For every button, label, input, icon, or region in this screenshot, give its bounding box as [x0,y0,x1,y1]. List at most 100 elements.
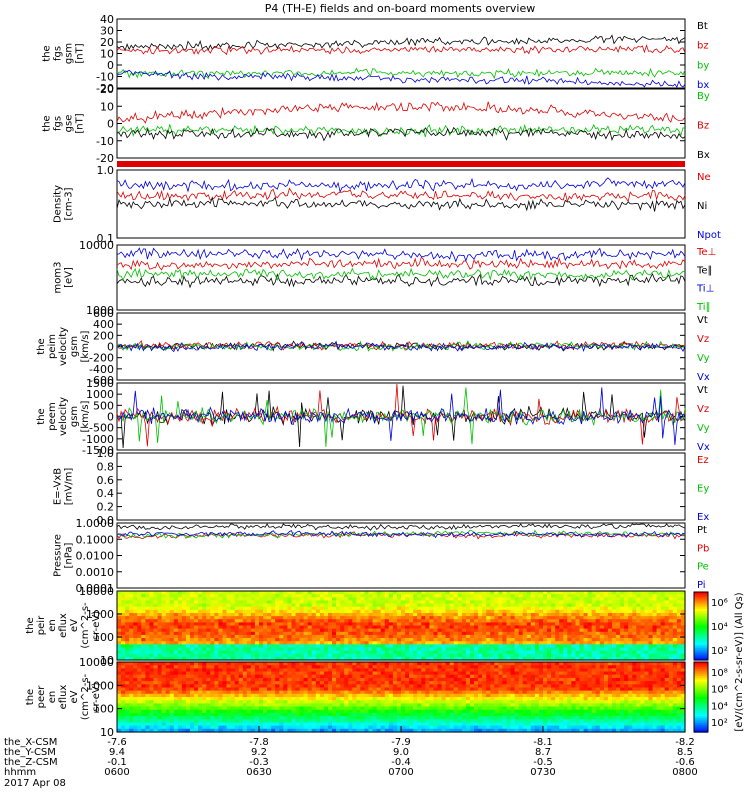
spectrogram-cell [344,728,349,733]
spectrogram-cell [218,709,224,714]
spectrogram-cell [538,594,544,598]
spectrogram-cell [222,681,228,685]
spectrogram-cell [364,622,370,627]
spectrogram-cell [259,597,264,601]
spectrogram-cell [125,641,130,645]
spectrogram-cell [409,668,414,673]
spectrogram-cell [328,697,333,701]
spectrogram-cell [121,693,126,698]
y-tick-label: 400 [93,318,114,331]
spectrogram-cell [250,656,256,661]
spectrogram-cell [117,650,122,655]
spectrogram-cell [380,600,386,605]
spectrogram-cell [181,722,187,727]
spectrogram-cell [210,609,215,614]
spectrogram-cell [372,677,378,682]
spectrogram-cell [275,625,280,630]
spectrogram-cell [384,668,390,673]
spectrogram-cell [547,609,552,614]
spectrogram-cell [413,634,418,639]
spectrogram-cell [417,625,422,630]
spectrogram-cell [579,628,585,633]
spectrogram-cell [323,665,329,669]
spectrogram-cell [409,594,414,598]
spectrogram-cell [676,638,682,642]
spectrogram-cell [287,662,293,666]
spectrogram-cell [392,719,398,724]
spectrogram-cell [242,644,248,648]
spectrogram-cell [421,706,426,711]
spectrogram-cell [259,665,264,669]
spectrogram-cell [429,600,435,605]
spectrogram-cell [514,638,520,642]
spectrogram-cell [652,609,658,614]
spectrogram-cell [246,725,252,730]
spectrogram-cell [267,631,272,636]
spectrogram-cell [405,684,410,689]
y-label-line: the [25,617,36,633]
spectrogram-cell [474,594,479,598]
spectrogram-cell [222,628,228,633]
spectrogram-cell [173,681,179,685]
spectrogram-cell [352,631,357,636]
spectrogram-cell [644,600,650,605]
spectrogram-cell [405,700,410,704]
spectrogram-cell [392,644,398,648]
spectrogram-cell [494,616,499,620]
spectrogram-cell [599,656,605,661]
spectrogram-cell [222,671,228,676]
spectrogram-cell [409,722,414,727]
spectrogram-cell [137,603,142,608]
spectrogram-cell [591,625,597,630]
spectrogram-cell [457,650,463,655]
spectrogram-cell [494,619,499,623]
spectrogram-cell [246,681,252,685]
spectrogram-cell [603,616,609,620]
spectrogram-cell [616,606,621,611]
spectrogram-cell [340,665,345,669]
spectrogram-cell [526,638,532,642]
spectrogram-cell [125,665,130,669]
spectrogram-cell [234,625,240,630]
spectrogram-cell [287,712,293,717]
spectrogram-cell [534,653,540,658]
spectrogram-cell [181,706,187,711]
spectrogram-cell [376,700,382,704]
spectrogram-cell [206,641,211,645]
y-tick-label: 0.8 [97,460,115,473]
spectrogram-cell [364,631,370,636]
spectrogram-cell [250,681,256,685]
spectrogram-cell [328,703,333,708]
spectrogram-cell [315,706,321,711]
spectrogram-cell [332,613,337,617]
spectrogram-cell [587,594,593,598]
spectrogram-cell [323,591,329,595]
spectrogram-cell [133,728,138,733]
spectrogram-cell [413,700,418,704]
spectrogram-cell [494,613,499,617]
spectrogram-cell [652,591,658,595]
spectrogram-cell [271,722,276,727]
spectrogram-cell [599,594,605,598]
spectrogram-cell [263,591,268,595]
spectrogram-cell [502,609,508,614]
spectrogram-cell [482,634,487,639]
spectrogram-cell [368,638,374,642]
spectrogram-cell [405,662,410,666]
spectrogram-cell [125,719,130,724]
spectrogram-cell [275,650,280,655]
spectrogram-cell [323,597,329,601]
spectrogram-cell [133,697,138,701]
spectrogram-cell [328,712,333,717]
spectrogram-cell [514,609,520,614]
spectrogram-cell [409,638,414,642]
spectrogram-cell [267,677,272,682]
spectrogram-cell [259,700,264,704]
spectrogram-cell [380,674,386,679]
spectrogram-cell [263,641,268,645]
spectrogram-cell [311,703,317,708]
spectrogram-cell [644,594,650,598]
spectrogram-cell [214,656,220,661]
spectrogram-cell [332,719,337,724]
spectrogram-cell [478,600,483,605]
